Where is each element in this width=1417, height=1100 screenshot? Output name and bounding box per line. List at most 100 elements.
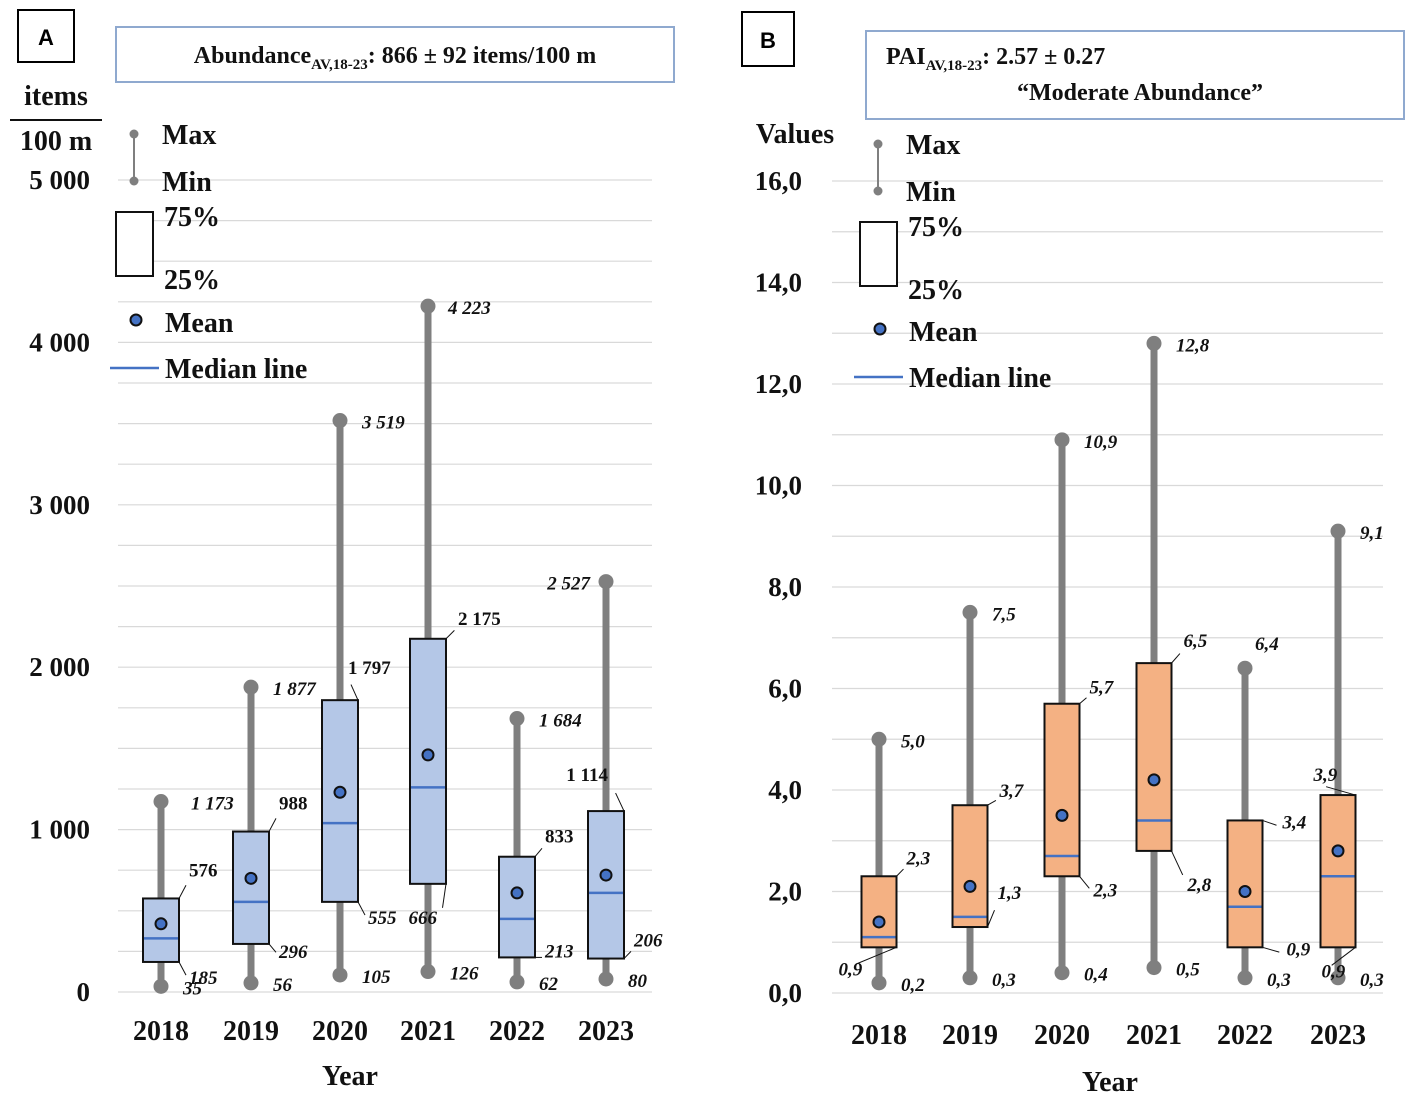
- panel-a-y-ticks: 0 1 000 2 000 3 000 4 000 5 000: [29, 165, 90, 1007]
- iqr-box: [587, 810, 625, 960]
- panel-b-xlabel: Year: [1082, 1067, 1138, 1098]
- max-value-label: 1 173: [191, 794, 234, 815]
- panel-b-ylabel-top: Values: [756, 119, 834, 150]
- min-value-label: 0,2: [901, 975, 925, 996]
- q3-leader-line: [268, 818, 277, 832]
- max-marker: [1330, 523, 1346, 539]
- x-tick-label: 2019: [223, 1016, 279, 1047]
- iqr-box: [498, 855, 536, 959]
- legend-q25-label: 25%: [164, 265, 220, 296]
- x-tick-label: 2020: [312, 1016, 368, 1047]
- q3-leader-line: [1079, 697, 1087, 705]
- panel-b-y-ticks: 0,0 2,0 4,0 6,0 8,0 10,0 12,0 14,0 16,0: [755, 166, 802, 1008]
- panel-a-letter: A: [38, 25, 54, 50]
- q1-value-label: 2,3: [1093, 880, 1118, 901]
- max-marker: [1054, 432, 1070, 448]
- min-marker: [332, 967, 348, 983]
- panel-a-ylabel-top: items: [24, 81, 88, 112]
- box-2020: 10,9 5,7 2,3 0,4: [1043, 432, 1118, 986]
- q3-value-label: 988: [279, 794, 308, 815]
- max-marker: [962, 604, 978, 620]
- min-value-label: 80: [628, 971, 648, 992]
- q1-value-label: 666: [409, 908, 438, 929]
- max-marker: [153, 794, 169, 810]
- panel-b-letter-box: [741, 11, 795, 67]
- q1-leader-line: [268, 943, 277, 953]
- min-marker: [420, 964, 436, 980]
- box-2022: 1 684 833 213 62: [498, 711, 582, 995]
- box-2022: 6,4 3,4 0,9 0,3: [1226, 634, 1311, 991]
- min-marker: [1146, 960, 1162, 976]
- box-2021: 12,8 6,5 2,8 0,5: [1135, 335, 1212, 981]
- panel-b-letter: B: [760, 28, 776, 53]
- mean-marker: [1147, 773, 1161, 787]
- q3-value-label: 576: [189, 860, 218, 881]
- y-tick-label: 2,0: [768, 877, 802, 907]
- box-2020: 3 519 1 797 555 105: [321, 413, 405, 988]
- panel-a-header: AbundanceAV,18-23: 866 ± 92 items/100 m: [194, 43, 596, 73]
- q1-value-label: 0,9: [1287, 939, 1311, 960]
- legend-min-label: Min: [906, 177, 956, 208]
- panel-b-x-ticks: 2018 2019 2020 2021 2022 2023: [851, 1020, 1366, 1051]
- iqr-box: [1319, 794, 1357, 949]
- panel-a-header-box: [115, 26, 675, 83]
- min-value-label: 0,3: [1360, 970, 1384, 991]
- q1-value-label: 0,9: [1322, 961, 1346, 982]
- panel-a-letter-box: [17, 9, 75, 63]
- q3-value-label: 3,7: [999, 781, 1025, 802]
- x-tick-label: 2022: [1217, 1020, 1273, 1051]
- x-tick-label: 2023: [1310, 1020, 1366, 1051]
- q1-value-label: 206: [633, 931, 663, 952]
- box-2021: 4 223 2 175 666 126: [409, 298, 501, 984]
- q1-leader-line: [623, 950, 632, 959]
- panel-b-header: PAIAV,18-23: 2.57 ± 0.27: [886, 44, 1105, 74]
- min-value-label: 0,3: [1267, 970, 1291, 991]
- panel-b-header-main: PAI: [886, 44, 926, 70]
- legend-box: [115, 211, 154, 277]
- iqr-box: [1135, 662, 1173, 852]
- box-2023: 9,1 3,9 0,9 0,3: [1313, 523, 1384, 991]
- panel-a-header-rest: : 866 ± 92 items/100 m: [368, 43, 596, 69]
- max-value-label: 1 684: [539, 711, 582, 732]
- mean-marker: [599, 868, 613, 882]
- legend-max-marker: [873, 139, 883, 149]
- q3-value-label: 3,4: [1282, 812, 1307, 833]
- legend-min-marker: [873, 186, 883, 196]
- mean-marker: [1331, 844, 1345, 858]
- y-tick-label: 0: [77, 977, 91, 1007]
- min-value-label: 0,4: [1084, 965, 1108, 986]
- mean-marker: [1055, 808, 1069, 822]
- q3-value-label: 2 175: [458, 609, 501, 630]
- max-marker: [1237, 660, 1253, 676]
- panel-a-header-sub: AV,18-23: [311, 57, 368, 73]
- box-2019: 1 877 988 296 56: [232, 679, 317, 996]
- y-tick-label: 3 000: [29, 490, 90, 520]
- q3-leader-line: [534, 848, 543, 858]
- q1-leader-line: [1171, 850, 1184, 876]
- q3-leader-line: [987, 799, 997, 806]
- q1-value-label: 2,8: [1187, 875, 1212, 896]
- y-tick-label: 5 000: [29, 165, 90, 195]
- min-marker: [509, 974, 525, 990]
- iqr-box: [860, 875, 898, 949]
- iqr-box: [321, 699, 359, 903]
- max-value-label: 10,9: [1084, 432, 1118, 453]
- panel-a-grid: [118, 179, 652, 993]
- q1-leader-line: [1262, 946, 1280, 953]
- legend-mean-marker: [873, 322, 887, 336]
- legend-max-label: Max: [906, 130, 960, 161]
- mean-marker: [872, 915, 886, 929]
- min-marker: [1054, 965, 1070, 981]
- legend-max-marker: [129, 129, 139, 139]
- y-tick-label: 16,0: [755, 166, 802, 196]
- q1-value-label: 213: [544, 941, 574, 962]
- max-value-label: 3 519: [361, 413, 405, 434]
- max-marker: [598, 574, 614, 590]
- legend-min-marker: [129, 176, 139, 186]
- x-tick-label: 2020: [1034, 1020, 1090, 1051]
- min-marker: [243, 975, 259, 991]
- legend-median-label: Median line: [909, 363, 1051, 394]
- q1-leader-line: [1331, 946, 1356, 966]
- y-tick-label: 8,0: [768, 572, 802, 602]
